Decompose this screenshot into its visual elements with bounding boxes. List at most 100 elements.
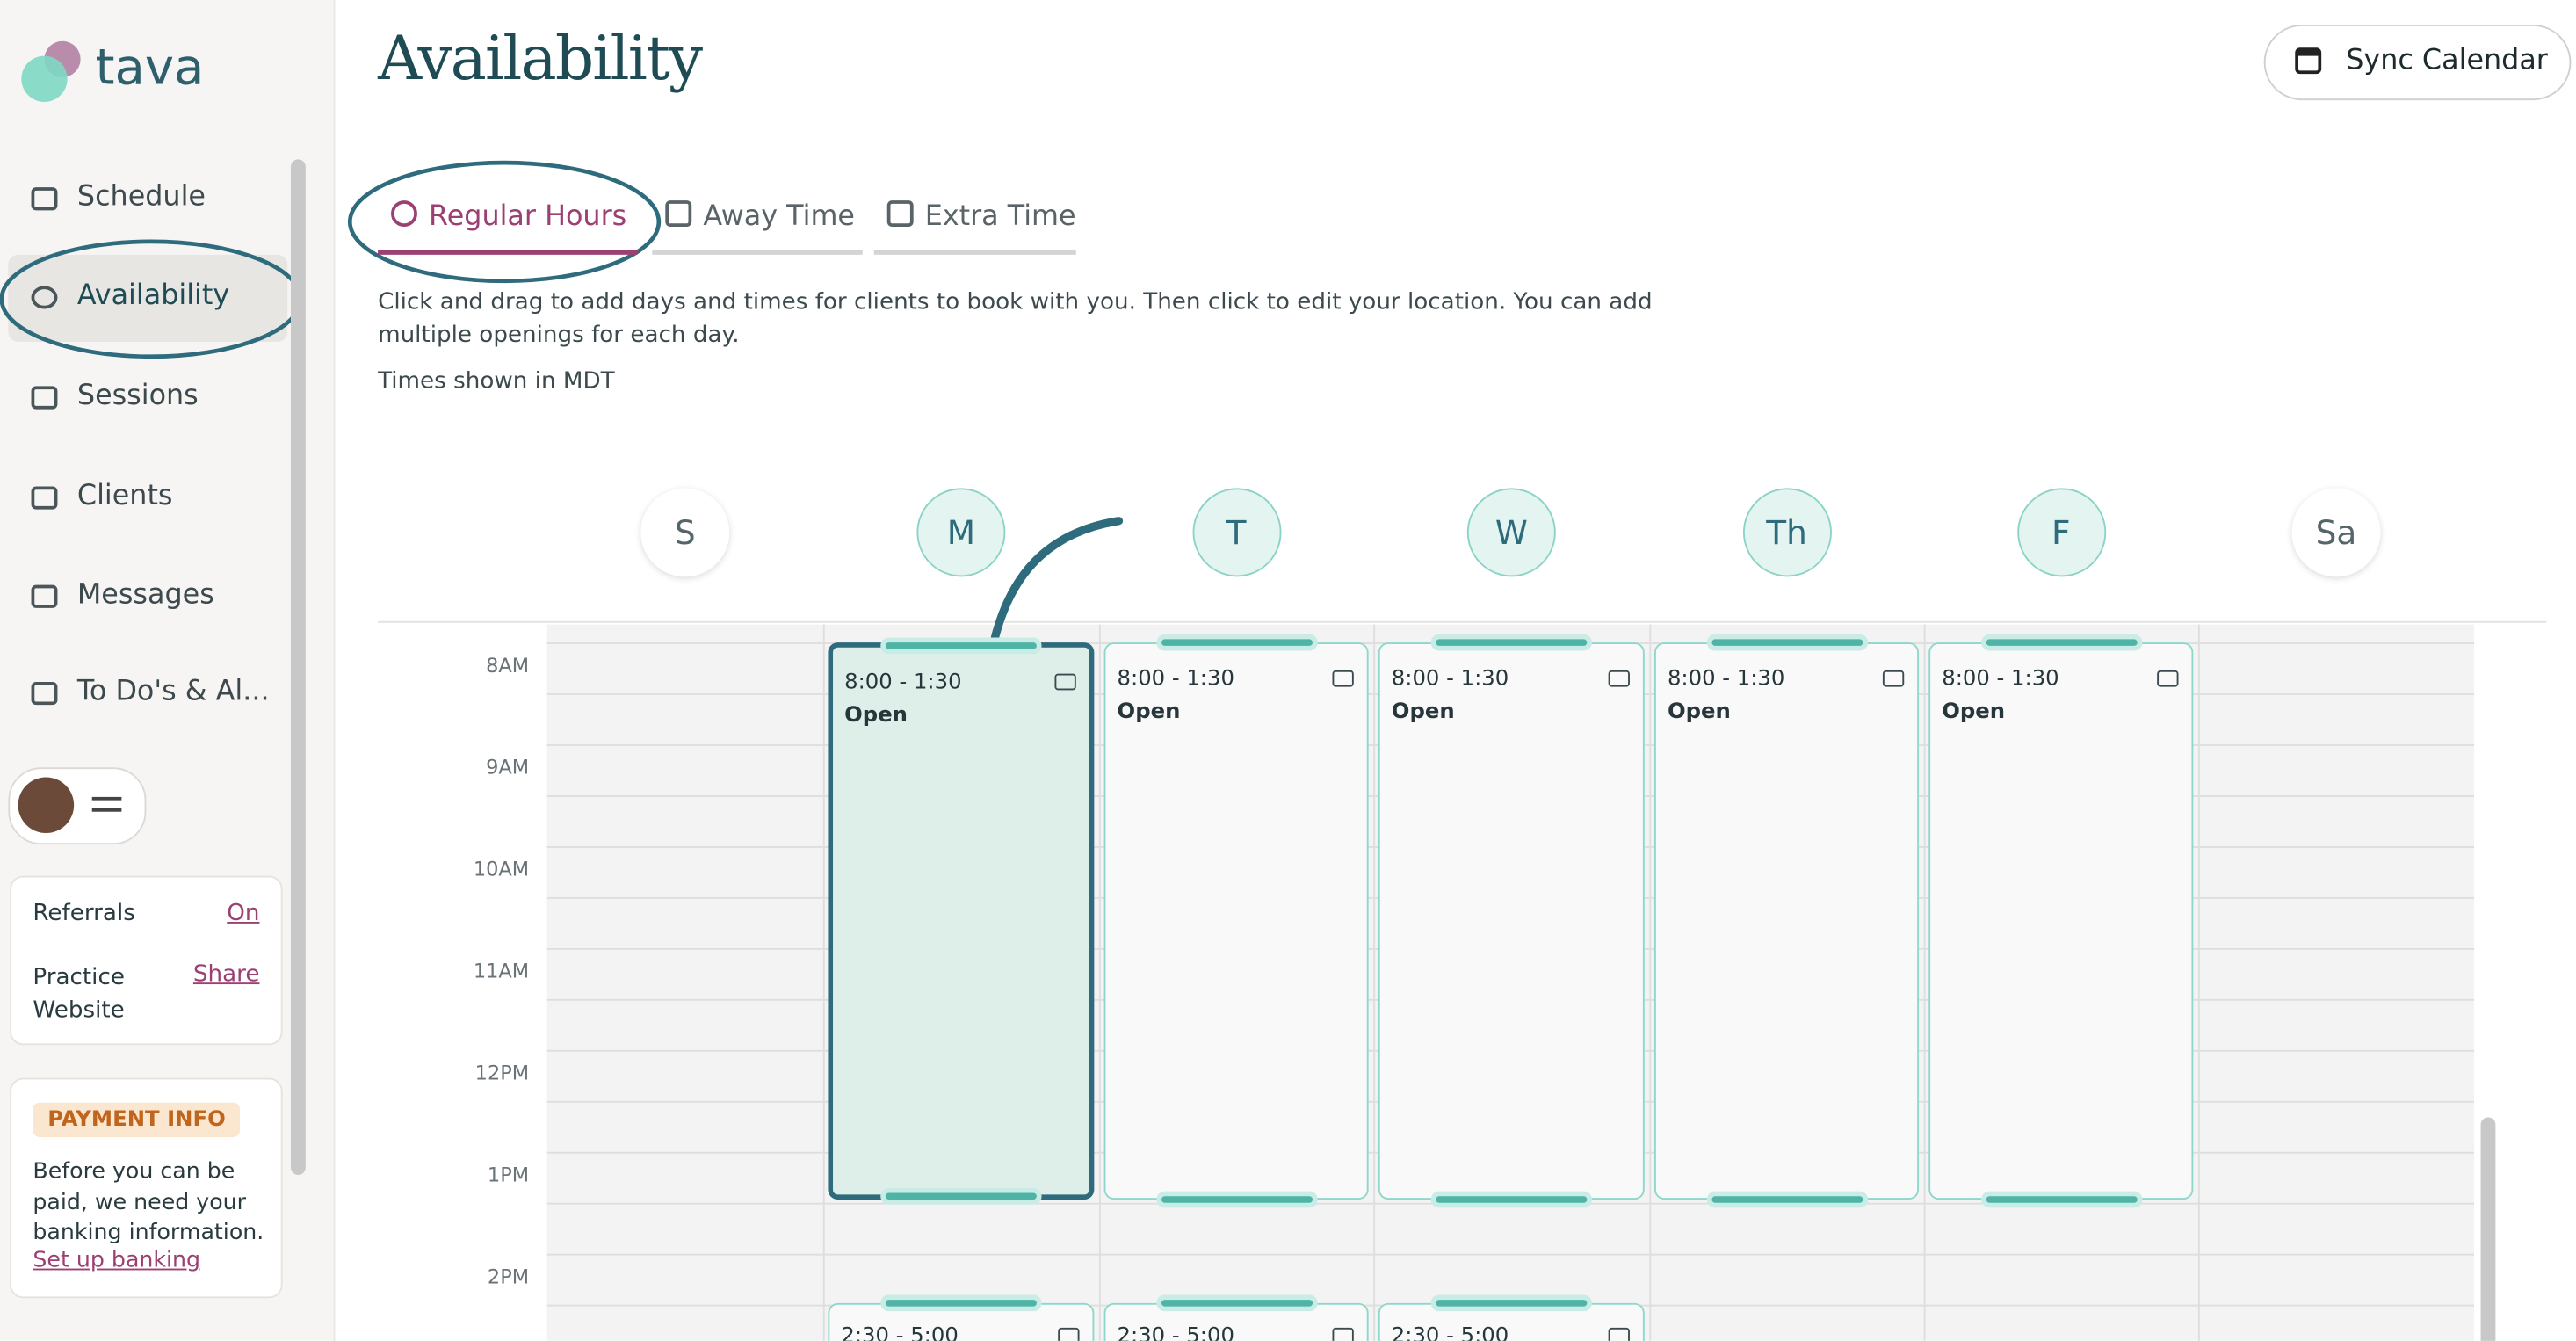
slot-status: Open xyxy=(1942,699,2006,725)
annotation-ellipse xyxy=(347,160,662,284)
payment-link[interactable]: Set up banking xyxy=(33,1247,201,1274)
slot-status: Open xyxy=(844,703,908,728)
tab-icon xyxy=(391,200,417,228)
availability-slot[interactable]: 8:00 - 1:30 Open xyxy=(1103,639,1369,1203)
tab-label: Regular Hours xyxy=(429,200,627,234)
nav-item[interactable]: To Do's & Al... xyxy=(76,675,270,708)
nav-icon xyxy=(31,682,58,706)
grid-line xyxy=(1649,624,1652,1341)
resize-handle xyxy=(1436,1300,1588,1307)
nav-item[interactable]: Sessions xyxy=(76,379,199,413)
profile-button[interactable] xyxy=(8,767,147,845)
video-icon xyxy=(1058,1327,1080,1341)
slot-time: 2:30 - 5:00 xyxy=(1117,1324,1234,1341)
resize-handle xyxy=(1985,1196,2137,1203)
tab-icon xyxy=(665,200,692,228)
brand: tava xyxy=(95,39,205,98)
referrals-toggle[interactable]: On xyxy=(227,900,260,927)
hour-label: 2PM xyxy=(487,1265,530,1289)
nav-icon xyxy=(31,286,58,309)
slot-time: 8:00 - 1:30 xyxy=(1942,667,2059,692)
referrals-label: Referrals xyxy=(33,900,135,927)
tab-underline xyxy=(378,250,638,255)
day-circle: W xyxy=(1466,488,1556,577)
description: Click and drag to add days and times for… xyxy=(378,289,1653,349)
nav-icon xyxy=(31,486,58,510)
slot-time: 8:00 - 1:30 xyxy=(1391,667,1509,692)
nav-item[interactable]: Availability xyxy=(76,279,230,313)
slot-time: 8:00 - 1:30 xyxy=(1667,667,1785,692)
resize-handle xyxy=(1436,1196,1588,1203)
video-icon xyxy=(1608,1327,1630,1341)
tab[interactable]: Regular Hours xyxy=(391,200,627,234)
grid-line xyxy=(1373,624,1376,1341)
resize-handle xyxy=(885,1192,1037,1200)
video-icon xyxy=(1054,673,1076,691)
day-circle: F xyxy=(2016,488,2106,577)
availability-slot[interactable]: 8:00 - 1:30 Open xyxy=(1378,639,1645,1203)
nav-item[interactable]: Clients xyxy=(76,480,173,513)
slot-time: 8:00 - 1:30 xyxy=(1117,667,1234,692)
resize-handle xyxy=(1161,1196,1313,1203)
payment-card: PAYMENT INFO Before you can be paid, we … xyxy=(10,1077,283,1299)
availability-slot[interactable]: 8:00 - 1:30 Open xyxy=(828,642,1095,1200)
availability-slot[interactable]: 2:30 - 5:00 xyxy=(1378,1300,1645,1341)
day-circle: S xyxy=(640,488,730,577)
grid-line xyxy=(546,1202,2475,1205)
tab-underline xyxy=(873,250,1076,255)
slot-time: 8:00 - 1:30 xyxy=(844,670,962,695)
hour-label: 9AM xyxy=(486,756,530,779)
tab-underline xyxy=(652,250,863,255)
logo-icon xyxy=(21,40,81,102)
slot-status: Open xyxy=(1667,699,1731,725)
video-icon xyxy=(1332,1327,1354,1341)
slot-status: Open xyxy=(1391,699,1455,725)
day-circle: T xyxy=(1191,488,1281,577)
video-icon xyxy=(1608,670,1630,687)
resize-handle xyxy=(885,1300,1037,1307)
availability-slot[interactable]: 8:00 - 1:30 Open xyxy=(1653,639,1920,1203)
grid-line xyxy=(546,1253,2475,1256)
availability-slot[interactable]: 2:30 - 5:00 xyxy=(828,1300,1095,1341)
website-label: Practice Website xyxy=(33,964,125,1024)
hour-label: 11AM xyxy=(473,960,530,983)
scrollbar xyxy=(2480,1117,2496,1341)
video-icon xyxy=(1332,670,1354,687)
slot-time: 2:30 - 5:00 xyxy=(1391,1324,1509,1341)
hour-label: 12PM xyxy=(474,1061,530,1085)
nav-icon xyxy=(31,584,58,608)
nav-icon xyxy=(31,187,58,211)
website-share[interactable]: Share xyxy=(192,960,260,988)
grid-line xyxy=(2197,624,2200,1341)
nav-item[interactable]: Messages xyxy=(76,578,214,612)
grid-line xyxy=(822,624,825,1341)
tab-label: Away Time xyxy=(703,200,855,234)
resize-handle xyxy=(1711,1196,1863,1203)
tab-icon xyxy=(886,200,914,228)
sync-button[interactable]: Sync Calendar xyxy=(2263,25,2572,101)
resize-handle xyxy=(1436,639,1588,646)
scrollbar xyxy=(290,159,306,1175)
payment-badge: PAYMENT INFO xyxy=(33,1102,241,1137)
nav-icon xyxy=(31,386,58,410)
referrals-card: Referrals On Practice Website Share xyxy=(10,875,283,1046)
nav-item[interactable]: Schedule xyxy=(76,180,206,214)
resize-handle xyxy=(1161,639,1313,646)
resize-handle xyxy=(885,642,1037,649)
hour-label: 10AM xyxy=(473,858,530,881)
tab[interactable]: Away Time xyxy=(665,200,855,234)
slot-time: 2:30 - 5:00 xyxy=(841,1324,959,1341)
slot-status: Open xyxy=(1117,699,1181,725)
divider xyxy=(378,620,2547,623)
resize-handle xyxy=(1711,639,1863,646)
availability-slot[interactable]: 2:30 - 5:00 xyxy=(1103,1300,1369,1341)
video-icon xyxy=(2157,670,2179,687)
page-title: Availability xyxy=(378,23,703,94)
sync-label: Sync Calendar xyxy=(2346,44,2548,77)
grid-line xyxy=(1923,624,1926,1341)
day-circle: Sa xyxy=(2291,488,2381,577)
video-icon xyxy=(1882,670,1905,687)
timezone: Times shown in MDT xyxy=(378,367,615,395)
tab[interactable]: Extra Time xyxy=(886,200,1076,234)
availability-slot[interactable]: 8:00 - 1:30 Open xyxy=(1928,639,2194,1203)
